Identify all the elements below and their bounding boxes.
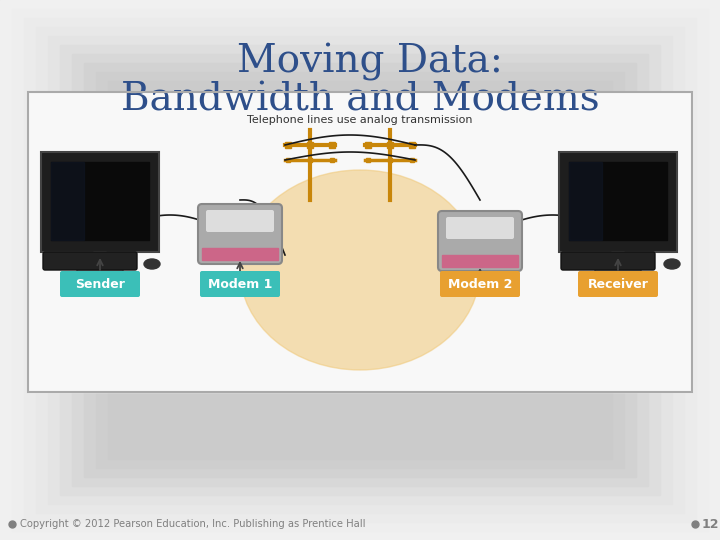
Bar xyxy=(202,248,278,260)
Text: Receiver: Receiver xyxy=(588,278,649,291)
Bar xyxy=(96,72,624,468)
Polygon shape xyxy=(88,252,112,270)
FancyBboxPatch shape xyxy=(438,211,522,271)
Bar xyxy=(569,162,667,240)
Polygon shape xyxy=(606,252,630,270)
FancyBboxPatch shape xyxy=(595,267,641,275)
FancyBboxPatch shape xyxy=(578,271,658,297)
FancyBboxPatch shape xyxy=(559,152,677,252)
Text: 12: 12 xyxy=(702,517,719,530)
Bar xyxy=(442,255,518,267)
Text: Telephone lines use analog transmission: Telephone lines use analog transmission xyxy=(247,115,473,125)
Ellipse shape xyxy=(240,170,480,370)
FancyBboxPatch shape xyxy=(561,252,655,270)
FancyBboxPatch shape xyxy=(60,271,140,297)
Ellipse shape xyxy=(144,259,160,269)
FancyBboxPatch shape xyxy=(41,152,159,252)
Bar xyxy=(28,92,692,392)
Bar xyxy=(569,162,602,240)
FancyBboxPatch shape xyxy=(206,210,274,232)
Bar xyxy=(51,162,149,240)
Text: Modem 1: Modem 1 xyxy=(208,278,272,291)
Text: Moving Data:: Moving Data: xyxy=(237,43,503,81)
Bar xyxy=(84,63,636,477)
FancyBboxPatch shape xyxy=(77,267,123,275)
Bar xyxy=(28,92,692,392)
Text: Modem 2: Modem 2 xyxy=(448,278,512,291)
Bar xyxy=(51,162,84,240)
FancyBboxPatch shape xyxy=(198,204,282,264)
Text: Copyright © 2012 Pearson Education, Inc. Publishing as Prentice Hall: Copyright © 2012 Pearson Education, Inc.… xyxy=(20,519,366,529)
FancyBboxPatch shape xyxy=(200,271,280,297)
Bar xyxy=(108,81,612,459)
Text: Sender: Sender xyxy=(75,278,125,291)
FancyBboxPatch shape xyxy=(446,217,514,239)
Ellipse shape xyxy=(664,259,680,269)
Bar xyxy=(48,36,672,504)
Bar xyxy=(72,54,648,486)
FancyBboxPatch shape xyxy=(440,271,520,297)
Bar xyxy=(60,45,660,495)
FancyBboxPatch shape xyxy=(43,252,137,270)
Text: Bandwidth and Modems: Bandwidth and Modems xyxy=(121,82,599,118)
